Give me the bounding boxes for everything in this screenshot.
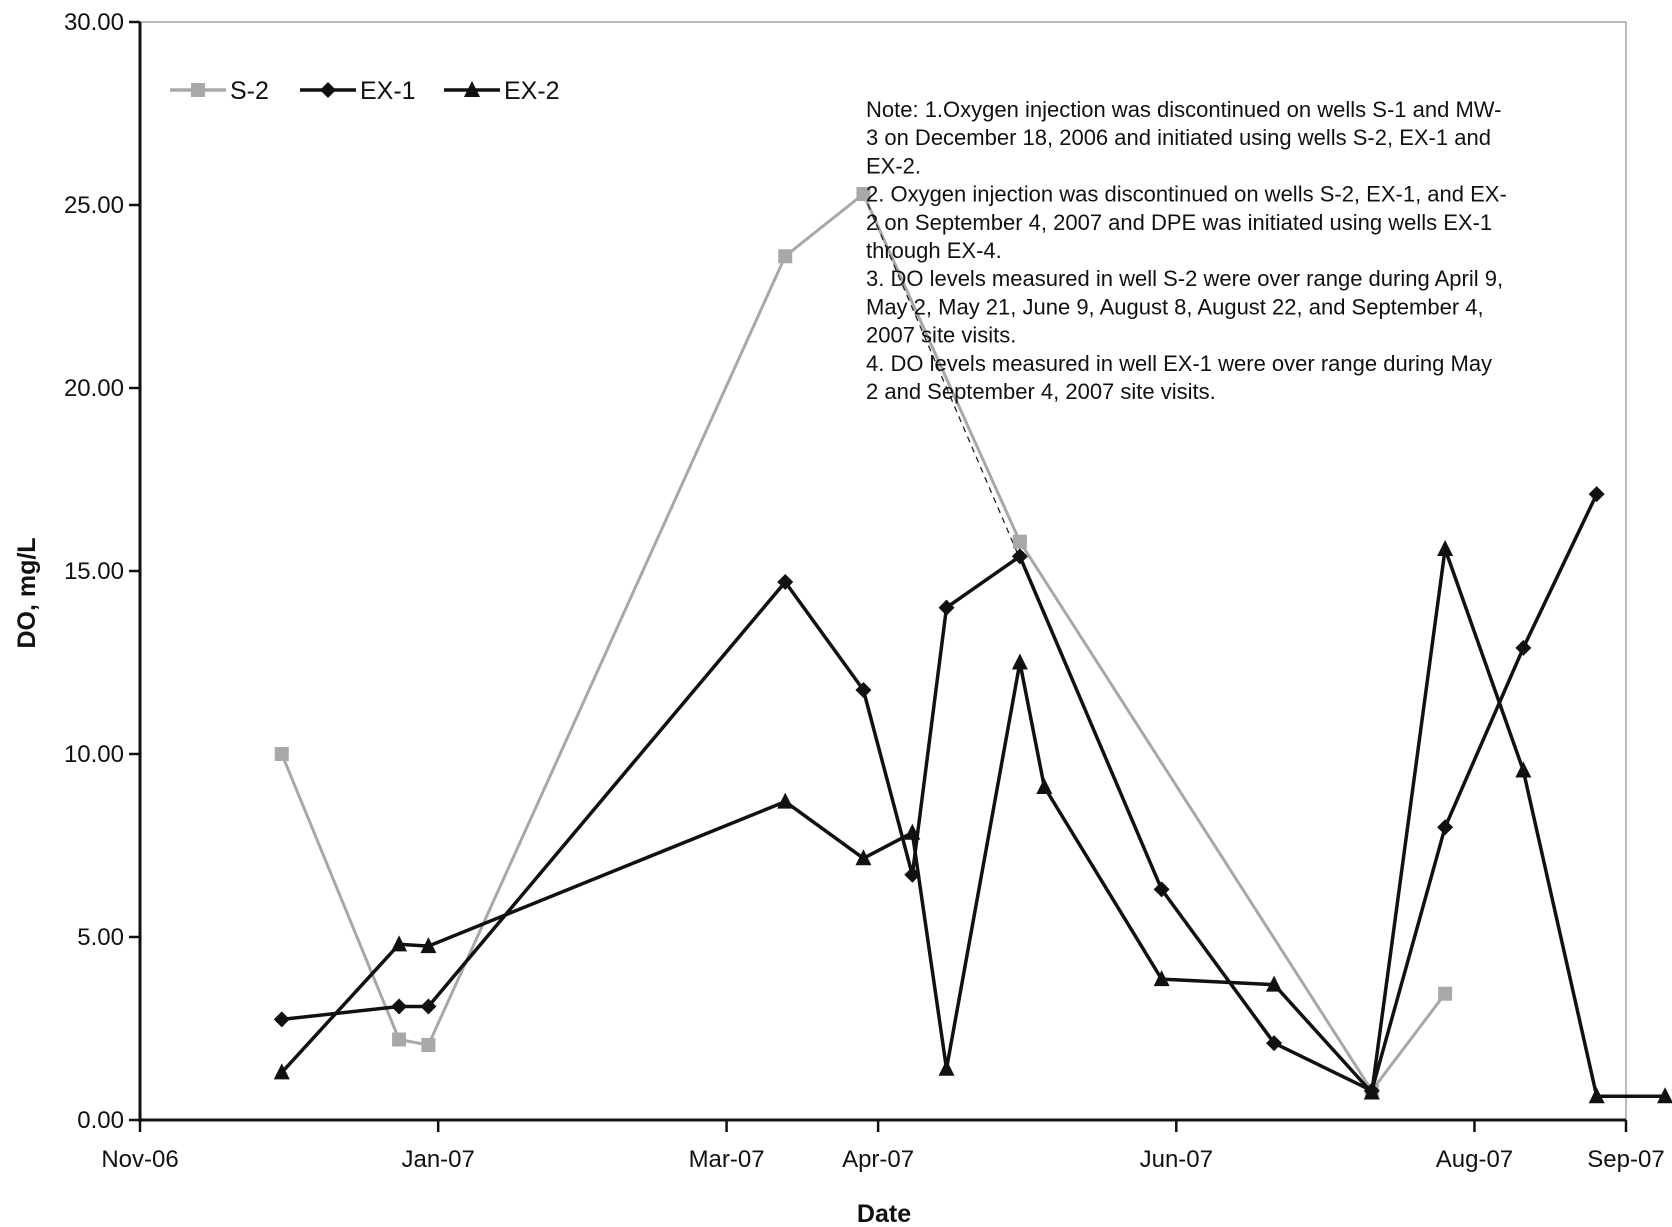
data-point-ex-2 <box>420 937 437 954</box>
data-point-ex-1 <box>777 573 794 590</box>
data-point-s-2 <box>1012 534 1027 549</box>
x-tick-label: Apr-07 <box>842 1146 914 1173</box>
data-point-ex-2 <box>1266 975 1283 992</box>
series-s-2 <box>274 187 1453 1098</box>
series-layer <box>273 187 1672 1104</box>
x-axis-title: Date <box>857 1200 911 1227</box>
note-line: 2. Oxygen injection was discontinued on … <box>866 182 1507 207</box>
data-point-ex-1 <box>1437 819 1454 836</box>
data-point-ex-1 <box>391 998 408 1015</box>
legend-label-ex-1: EX-1 <box>360 77 416 105</box>
y-axis-title: DO, mg/L <box>13 537 41 648</box>
y-tick-label: 5.00 <box>77 924 124 951</box>
data-point-ex-1 <box>1153 881 1170 898</box>
series-line-ex-2 <box>280 547 1666 1098</box>
series-line-ex-1 <box>281 493 1599 1093</box>
note-line: 2 on September 4, 2007 and DPE was initi… <box>866 210 1492 235</box>
legend-label-s-2: S-2 <box>230 77 269 105</box>
data-point-ex-2 <box>1657 1087 1672 1104</box>
data-point-ex-1 <box>904 866 921 883</box>
data-point-s-2 <box>778 249 793 264</box>
note-line: EX-2. <box>866 153 921 178</box>
data-point-ex-1 <box>1266 1035 1283 1052</box>
note-line: 3. DO levels measured in well S-2 were o… <box>866 266 1503 291</box>
x-tick-label: Nov-06 <box>101 1146 178 1173</box>
y-tick-label: 25.00 <box>64 192 124 219</box>
legend-marker-ex-1 <box>320 82 336 98</box>
data-point-ex-2 <box>1011 653 1028 670</box>
y-tick-labels: 0.00 5.00 10.00 15.00 20.00 25.00 30.00 <box>64 9 124 1134</box>
x-tick-label: Aug-07 <box>1436 1146 1513 1173</box>
x-tick-label: Jan-07 <box>401 1146 474 1173</box>
note-line: 2007 site visits. <box>866 323 1016 348</box>
data-point-ex-1 <box>1515 639 1532 656</box>
note-line: May 2, May 21, June 9, August 8, August … <box>866 294 1484 319</box>
data-point-s-2 <box>421 1037 436 1052</box>
note-line: 2 and September 4, 2007 site visits. <box>866 379 1216 404</box>
axis-ticks <box>129 20 1628 1132</box>
data-point-ex-2 <box>938 1059 955 1076</box>
legend-item-ex-1: EX-1 <box>300 77 416 105</box>
data-point-ex-2 <box>1153 970 1170 987</box>
data-point-s-2 <box>1438 986 1453 1001</box>
note-line: through EX-4. <box>866 238 1002 263</box>
legend: S-2 EX-1 EX-2 <box>170 77 560 105</box>
data-point-ex-1 <box>1588 486 1605 503</box>
note-line: 3 on December 18, 2006 and initiated usi… <box>866 125 1491 150</box>
data-point-ex-2 <box>855 849 872 866</box>
data-point-ex-2 <box>1036 777 1053 794</box>
data-point-s-2 <box>392 1032 407 1047</box>
x-tick-label: Jun-07 <box>1140 1146 1213 1173</box>
legend-item-s-2: S-2 <box>170 77 269 105</box>
series-line-s-2 <box>280 192 1447 1093</box>
data-point-s-2 <box>856 187 871 202</box>
data-point-ex-1 <box>855 681 872 698</box>
x-tick-label: Sep-07 <box>1587 1146 1664 1173</box>
series-ex-1 <box>273 486 1605 1099</box>
legend-label-ex-2: EX-2 <box>504 77 560 105</box>
legend-marker-s-2 <box>191 83 205 97</box>
legend-marker-ex-2 <box>464 81 480 97</box>
data-point-ex-2 <box>1437 540 1454 557</box>
data-point-ex-2 <box>1515 761 1532 778</box>
x-tick-label: Mar-07 <box>689 1146 765 1173</box>
data-point-ex-1 <box>938 599 955 616</box>
chart-note: Note: 1.Oxygen injection was discontinue… <box>866 97 1507 404</box>
y-tick-label: 0.00 <box>77 1107 124 1134</box>
y-tick-label: 30.00 <box>64 9 124 36</box>
data-point-ex-1 <box>1011 548 1028 565</box>
note-line: 4. DO levels measured in well EX-1 were … <box>866 351 1492 376</box>
y-tick-label: 15.00 <box>64 558 124 585</box>
legend-item-ex-2: EX-2 <box>444 77 560 105</box>
note-line: Note: 1.Oxygen injection was discontinue… <box>866 97 1501 122</box>
y-tick-label: 10.00 <box>64 741 124 768</box>
data-point-ex-1 <box>1363 1082 1380 1099</box>
y-tick-label: 20.00 <box>64 375 124 402</box>
data-point-ex-2 <box>273 1063 290 1080</box>
series-ex-2 <box>273 540 1672 1104</box>
data-point-s-2 <box>274 747 289 761</box>
x-tick-labels: Nov-06 Jan-07 Mar-07 Apr-07 Jun-07 Aug-07 Sep-… <box>101 1146 1664 1173</box>
data-point-ex-2 <box>391 935 408 952</box>
data-point-ex-2 <box>777 792 794 809</box>
data-point-ex-1 <box>420 998 437 1015</box>
data-point-ex-2 <box>1588 1087 1605 1104</box>
data-point-ex-1 <box>273 1011 290 1028</box>
